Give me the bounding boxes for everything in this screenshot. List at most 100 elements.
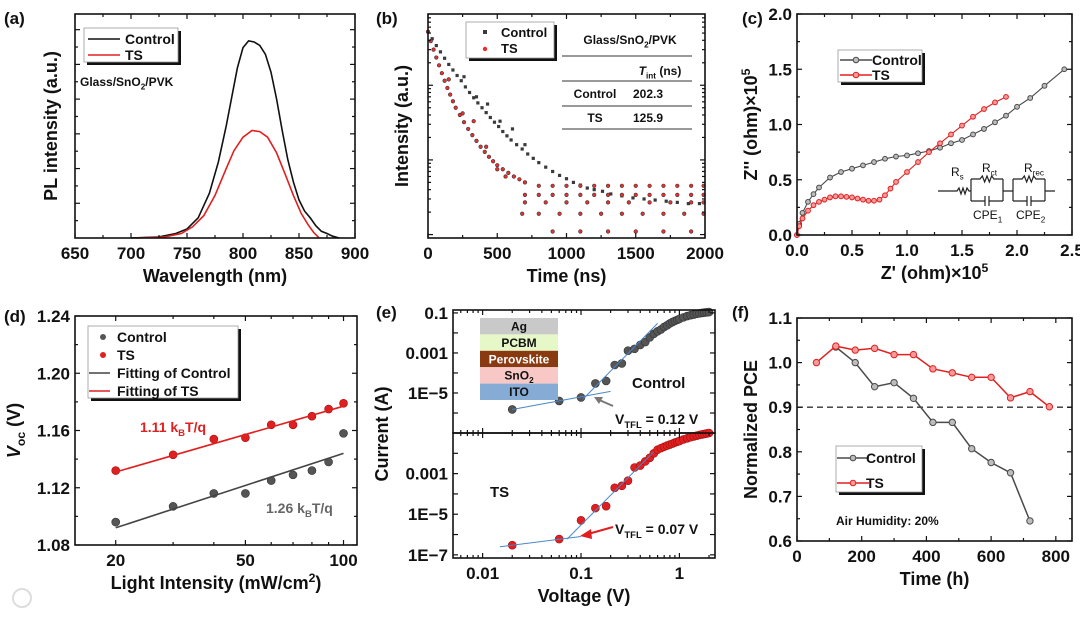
- data-point: [484, 111, 488, 115]
- x-axis-title: Z' (ohm)×105: [881, 261, 989, 283]
- legend-box: [465, 21, 555, 59]
- plot-frame: [796, 317, 1073, 542]
- data-point: [805, 207, 811, 214]
- x-tick-label: 1: [675, 564, 684, 583]
- data-point: [450, 99, 456, 104]
- text-segment: Z' (ohm)×10: [881, 263, 982, 283]
- y-axis-title: Intensity (a.u.): [392, 65, 412, 187]
- y-tick-label: 1E−5: [408, 384, 448, 403]
- text-segment: int: [646, 71, 656, 80]
- text-segment: V: [615, 411, 625, 427]
- text-segment: V: [4, 444, 24, 458]
- data-point: [854, 195, 861, 202]
- table-title: Glass/SnO2/PVK: [583, 33, 677, 49]
- x-tick-label: 900: [341, 244, 369, 263]
- data-point: [462, 75, 466, 79]
- data-point: [810, 202, 817, 209]
- panel-label: (c): [742, 9, 763, 28]
- curve-label-control: Control: [632, 375, 685, 392]
- data-point: [1003, 112, 1009, 119]
- data-point: [682, 211, 687, 216]
- data-point: [1014, 103, 1020, 110]
- data-point: [992, 99, 998, 106]
- resistor-icon: [1012, 174, 1046, 201]
- data-point: [434, 55, 439, 60]
- text-segment: Z'' (ohm)×10: [741, 75, 761, 180]
- data-point: [909, 350, 918, 359]
- legend-label: Control: [117, 329, 167, 345]
- circuit-label: Rrec: [1024, 161, 1044, 177]
- x-axis-title: Time (ns): [527, 266, 607, 286]
- capacitor-icon: [1013, 196, 1045, 206]
- y-tick-label: 0.001: [405, 465, 448, 484]
- data-point: [1041, 82, 1048, 89]
- x-tick-label: 200: [848, 547, 876, 566]
- data-point: [832, 193, 839, 200]
- x-tick-label: 1000: [548, 244, 586, 263]
- x-tick-label: 700: [117, 244, 145, 263]
- data-point: [893, 179, 899, 185]
- text-segment: = 0.07 V: [642, 521, 699, 537]
- data-point: [633, 192, 638, 197]
- data-point: [470, 132, 475, 138]
- panel-label: (d): [4, 307, 26, 326]
- data-point: [443, 56, 447, 60]
- text-segment: T: [639, 64, 648, 78]
- legend-label: TS: [872, 67, 890, 83]
- data-point: [647, 192, 652, 197]
- text-segment: 2: [529, 376, 534, 385]
- data-point: [467, 90, 472, 95]
- device-layer: [480, 334, 558, 351]
- data-point: [431, 47, 436, 52]
- data-point: [805, 198, 811, 205]
- data-point: [601, 501, 611, 511]
- data-point: [478, 144, 483, 149]
- data-point: [865, 197, 872, 204]
- data-point: [843, 193, 850, 200]
- data-point: [510, 127, 515, 131]
- x-axis-title: Wavelength (nm): [143, 266, 287, 286]
- x-tick-label: 20: [106, 551, 125, 570]
- data-point: [1026, 517, 1034, 525]
- series-line-f-1: [815, 345, 1050, 408]
- legend-label: TS: [117, 347, 135, 363]
- data-point: [492, 120, 497, 124]
- text-segment: TFL: [624, 530, 642, 541]
- data-point: [948, 140, 954, 147]
- data-point: [430, 37, 434, 41]
- x-tick-label: 0.1: [569, 564, 593, 583]
- data-point: [619, 183, 625, 188]
- y-tick-label: 0.8: [768, 443, 792, 462]
- legend-marker: [849, 479, 857, 487]
- device-layer: [480, 367, 558, 384]
- fit-line-e_bottom-2: [566, 451, 655, 540]
- vtfl-annotation: VTFL = 0.12 V: [615, 411, 699, 431]
- legend-label: Control: [125, 31, 175, 47]
- data-point: [486, 154, 492, 159]
- table-cell: Control: [574, 87, 617, 101]
- data-point: [474, 95, 479, 99]
- text-segment: /PVK: [145, 75, 173, 89]
- x-tick-label: 800: [229, 244, 257, 263]
- data-point: [987, 458, 995, 467]
- x-tick-label: 2000: [686, 244, 724, 263]
- device-layer-label: PCBM: [501, 336, 536, 350]
- text-segment: TFL: [624, 420, 642, 431]
- y-tick-label: 1.5: [768, 60, 792, 79]
- slope-annotation: 1.26 kBT/q: [266, 500, 333, 520]
- data-point: [592, 183, 597, 188]
- data-point: [605, 229, 611, 234]
- circuit-label: CPE2: [1016, 208, 1046, 224]
- data-point: [495, 163, 500, 168]
- text-segment: Light Intensity (mW/cm: [111, 573, 309, 593]
- circuit-label: Rct: [982, 161, 998, 177]
- device-layer: [480, 350, 558, 368]
- data-point: [653, 198, 657, 202]
- text-segment: s: [960, 172, 964, 181]
- legend-marker: [852, 56, 860, 64]
- y-tick-label: 1.24: [37, 307, 71, 326]
- plot-frame: [452, 432, 716, 559]
- legend-marker: [482, 46, 488, 52]
- data-point: [915, 150, 921, 157]
- data-point: [459, 79, 463, 83]
